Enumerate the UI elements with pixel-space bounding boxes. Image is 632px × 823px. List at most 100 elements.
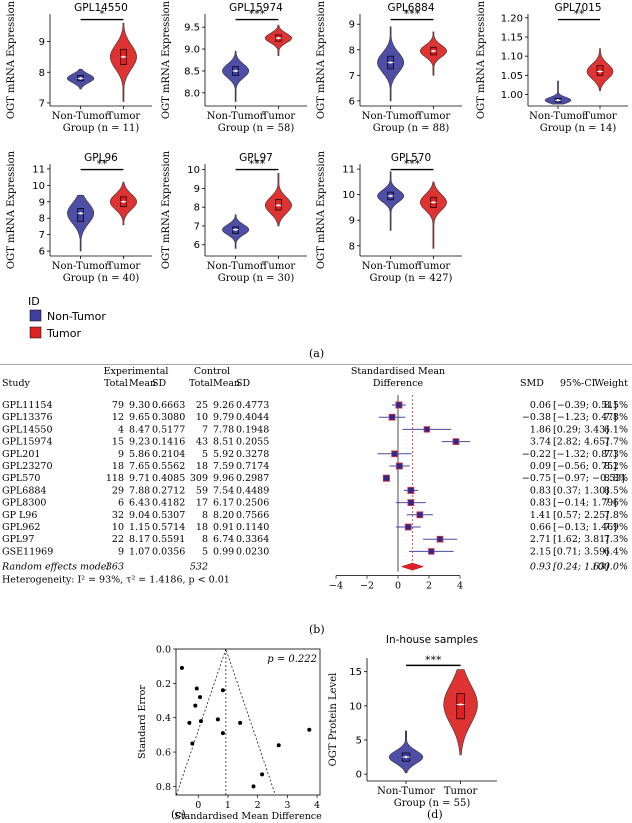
y-axis-label: OGT mRNA Expression bbox=[6, 0, 17, 119]
row-smd: 0.09 bbox=[530, 461, 551, 472]
row-ci: [−0.14; 1.79] bbox=[553, 498, 617, 509]
panel-c-funnel-plot: p = 0.222 0 1 2 3 4 0.0 0.2 0.4 0.6 0.8 Standardise… bbox=[137, 645, 322, 823]
row-c-mean: 8.51 bbox=[213, 437, 234, 448]
effect-square bbox=[388, 413, 396, 421]
row-weight: 8.5% bbox=[604, 400, 628, 411]
y-axis-label: OGT mRNA Expression bbox=[476, 0, 487, 119]
effect-square bbox=[395, 401, 403, 409]
row-c-mean: 8.20 bbox=[213, 510, 234, 521]
x-tick-label: Non-Tumor bbox=[362, 111, 420, 122]
median-point bbox=[459, 703, 462, 706]
row-c-total: 17 bbox=[196, 498, 208, 509]
row-ci: [0.37; 1.30] bbox=[553, 485, 609, 496]
funnel-point bbox=[220, 688, 225, 693]
significance-label: * bbox=[99, 8, 105, 21]
row-c-mean: 6.17 bbox=[213, 498, 234, 509]
row-c-mean: 0.99 bbox=[213, 546, 234, 557]
legend-swatch-non-tumor bbox=[29, 309, 42, 322]
panel-title: GPL570 bbox=[391, 152, 431, 164]
row-e-total: 22 bbox=[112, 534, 124, 545]
row-c-sd: 0.1948 bbox=[236, 424, 269, 435]
median-point bbox=[79, 212, 82, 215]
effect-square bbox=[407, 499, 415, 506]
y-axis-label: OGT mRNA Expression bbox=[161, 150, 172, 269]
funnel-point bbox=[190, 741, 195, 746]
effect-square bbox=[436, 535, 444, 543]
x-axis-label: Group (n = 11) bbox=[63, 123, 140, 134]
row-ci: [−1.32; 0.87] bbox=[553, 449, 617, 460]
row-ci: [0.29; 3.43] bbox=[553, 424, 609, 435]
significance-label: *** bbox=[404, 8, 421, 21]
row-e-sd: 0.5177 bbox=[152, 424, 185, 435]
funnel-point bbox=[179, 665, 184, 670]
row-weight: 8.2% bbox=[604, 461, 628, 472]
y-tick-label: 9 bbox=[349, 20, 355, 31]
y-tick-label: 7 bbox=[39, 230, 45, 241]
row-e-mean: 7.65 bbox=[129, 461, 150, 472]
row-e-mean: 9.04 bbox=[129, 510, 150, 521]
row-study: GPL97 bbox=[2, 534, 34, 545]
row-ci: [1.62; 3.81] bbox=[553, 534, 609, 545]
row-e-sd: 0.6663 bbox=[152, 400, 185, 411]
row-ci: [−0.97; −0.53] bbox=[553, 473, 625, 484]
box-tumor bbox=[456, 693, 465, 720]
violin-non-tumor bbox=[388, 730, 424, 774]
row-c-mean: 6.74 bbox=[213, 534, 234, 545]
header-weight: Weight bbox=[594, 378, 628, 389]
row-e-total: 12 bbox=[112, 412, 124, 423]
heterogeneity-text: Heterogeneity: I² = 93%, τ² = 1.4186, p … bbox=[2, 575, 230, 586]
funnel-point bbox=[251, 784, 256, 789]
y-axis-label: OGT mRNA Expression bbox=[6, 150, 17, 269]
y-tick-label: 8.5 bbox=[184, 66, 200, 77]
y-tick-label: 10 bbox=[342, 190, 355, 201]
row-ci: [−1.23; 0.47] bbox=[553, 412, 617, 423]
row-weight: 8.5% bbox=[604, 485, 628, 496]
panel-b-forest-plot: Experimental Control Standardised MeanDiff… bbox=[1, 366, 628, 592]
row-c-sd: 0.3364 bbox=[236, 534, 269, 545]
x-axis-label: Group (n = 14) bbox=[540, 123, 617, 134]
row-c-total: 10 bbox=[196, 412, 208, 423]
funnel-p-value: p = 0.222 bbox=[267, 654, 317, 665]
x-tick-label: Non-Tumor bbox=[377, 786, 435, 797]
row-smd: −0.38 bbox=[522, 412, 551, 423]
y-tick-label: 8 bbox=[349, 45, 355, 56]
y-tick-label: 8 bbox=[39, 68, 45, 79]
x-tick-label: Non-Tumor bbox=[362, 261, 420, 272]
panel-title: GPL97 bbox=[239, 152, 273, 164]
row-e-total: 10 bbox=[112, 522, 124, 533]
y-tick-label: 15 bbox=[349, 667, 362, 678]
row-c-sd: 0.0230 bbox=[236, 546, 269, 557]
row-e-mean: 1.15 bbox=[129, 522, 150, 533]
funnel-y-tick-label: 0.0 bbox=[156, 645, 171, 656]
y-tick-label: 0 bbox=[356, 770, 362, 781]
funnel-point bbox=[276, 743, 281, 748]
funnel-point bbox=[194, 686, 199, 691]
violin-chart-gpl7015: GPL7015 1.00 1.05 1.10 1.15 1.20 OGT mRNA Expr… bbox=[476, 0, 628, 134]
x-tick-label: Tumor bbox=[444, 786, 478, 797]
row-study: GSE11969 bbox=[2, 546, 53, 557]
header-total: Total bbox=[104, 378, 128, 389]
panel-label-b: (b) bbox=[309, 623, 325, 636]
row-c-total: 5 bbox=[202, 546, 208, 557]
row-e-mean: 1.07 bbox=[129, 546, 150, 557]
row-e-total: 15 bbox=[112, 437, 124, 448]
row-e-total: 4 bbox=[118, 424, 124, 435]
row-smd: −0.75 bbox=[522, 473, 551, 484]
row-study: GPL14550 bbox=[2, 424, 53, 435]
funnel-point bbox=[307, 727, 312, 732]
legend-label-tumor: Tumor bbox=[46, 327, 81, 340]
row-weight: 7.3% bbox=[604, 449, 628, 460]
summary-ci: [0.24; 1.63] bbox=[553, 562, 609, 573]
summary-e-total: 363 bbox=[106, 562, 124, 573]
row-e-total: 6 bbox=[118, 498, 124, 509]
header-sd: SD bbox=[152, 378, 167, 389]
header-mean: Mean bbox=[213, 378, 240, 389]
legend-label-non-tumor: Non-Tumor bbox=[47, 310, 106, 323]
header-study: Study bbox=[2, 378, 31, 389]
row-study: GPL23270 bbox=[2, 461, 53, 472]
median-point bbox=[122, 200, 125, 203]
row-study: GPL570 bbox=[2, 473, 40, 484]
row-c-mean: 0.91 bbox=[213, 522, 234, 533]
y-tick-label: 10 bbox=[32, 181, 45, 192]
header-smd: SMD bbox=[520, 378, 544, 389]
